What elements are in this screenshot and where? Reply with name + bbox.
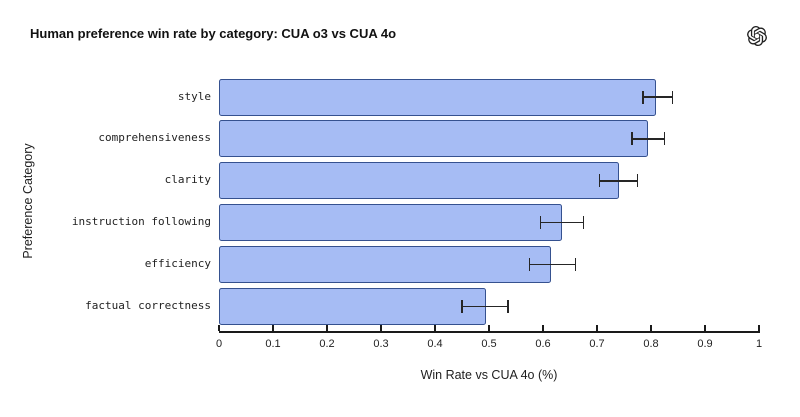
bar-instruction-following xyxy=(219,204,562,242)
x-axis-tick-label: 0.9 xyxy=(697,338,713,350)
bar-efficiency xyxy=(219,246,552,284)
category-label: factual correctness xyxy=(85,299,211,312)
x-axis-tick-label: 0.3 xyxy=(373,338,389,350)
error-bar-line xyxy=(529,263,576,266)
x-axis-line xyxy=(219,331,760,333)
x-axis-tick xyxy=(326,325,328,331)
x-axis-tick-label: 0.8 xyxy=(643,338,659,350)
error-bar-cap-high xyxy=(671,90,674,104)
x-axis-tick-label: 0.4 xyxy=(427,338,443,350)
error-bar-cap-high xyxy=(636,174,639,188)
bar-comprehensiveness xyxy=(219,120,649,158)
error-bar-cap-low xyxy=(642,90,644,104)
error-bar-cap-low xyxy=(539,216,542,230)
x-axis-tick-label: 0.1 xyxy=(265,338,281,350)
category-label: efficiency xyxy=(144,257,211,271)
error-bar-cap-low xyxy=(631,132,633,146)
x-axis-tick-label: 0.7 xyxy=(589,338,605,350)
bar-factual-correctness xyxy=(219,288,487,325)
category-label: comprehensiveness xyxy=(98,131,211,145)
x-axis-tick-label: 0 xyxy=(215,338,223,350)
error-bar-cap-low xyxy=(598,174,601,188)
error-bar-line xyxy=(462,305,508,308)
x-axis-tick xyxy=(758,325,760,331)
openai-logo-icon xyxy=(747,26,767,46)
x-axis-tick xyxy=(542,325,544,331)
error-bar-line xyxy=(642,96,673,98)
bar-clarity xyxy=(219,162,619,200)
x-axis-tick-label: 1 xyxy=(755,338,763,350)
error-bar-line xyxy=(540,221,584,224)
error-bar-cap-high xyxy=(507,300,509,313)
error-bar-cap-low xyxy=(461,300,463,313)
error-bar-cap-high xyxy=(574,258,577,272)
category-label: instruction following xyxy=(71,215,211,229)
x-axis-tick xyxy=(380,325,382,331)
x-axis-label: Win Rate vs CUA 4o (%) xyxy=(420,368,558,382)
chart-title: Human preference win rate by category: C… xyxy=(30,26,397,41)
x-axis-tick-label: 0.6 xyxy=(535,338,551,350)
error-bar-cap-high xyxy=(663,132,666,146)
x-axis-tick xyxy=(488,325,490,331)
category-label: clarity xyxy=(164,173,211,187)
error-bar-line xyxy=(632,138,665,140)
x-axis-tick xyxy=(272,325,274,331)
error-bar-cap-high xyxy=(582,216,585,230)
error-bar-cap-low xyxy=(528,258,531,272)
x-axis-tick xyxy=(218,325,220,331)
y-axis-label: Preference Category xyxy=(21,143,35,259)
x-axis-tick-label: 0.2 xyxy=(319,338,335,350)
x-axis-tick-label: 0.5 xyxy=(481,338,497,350)
error-bar-line xyxy=(599,180,638,182)
x-axis-tick xyxy=(704,325,706,331)
x-axis-tick xyxy=(434,325,436,331)
x-axis-tick xyxy=(650,325,652,331)
x-axis-tick xyxy=(596,325,598,331)
category-label: style xyxy=(177,89,211,103)
bar-style xyxy=(219,78,657,116)
